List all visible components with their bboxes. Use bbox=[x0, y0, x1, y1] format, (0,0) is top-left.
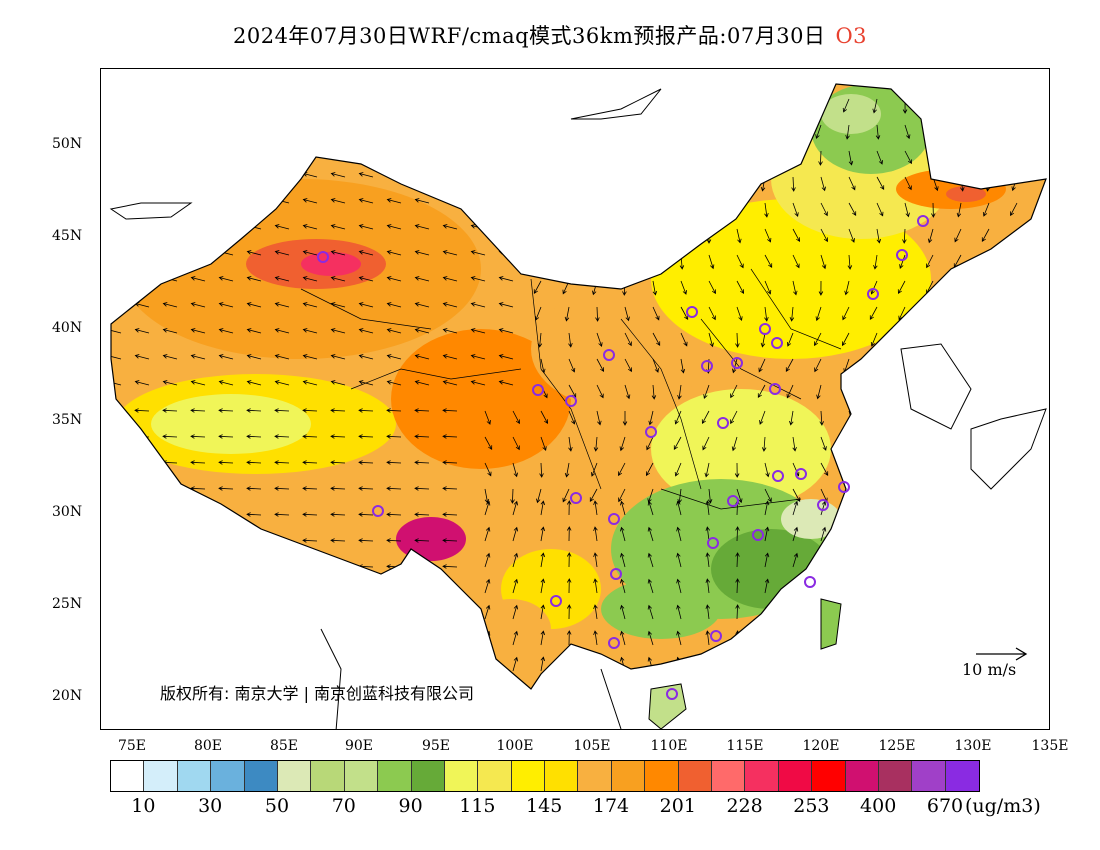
legend-tick-label: 30 bbox=[198, 795, 223, 817]
legend-tick-label: 400 bbox=[860, 795, 897, 817]
legend-color-swatch bbox=[144, 761, 178, 791]
lon-label: 95E bbox=[421, 738, 451, 754]
copyright-text: 版权所有: 南京大学 | 南京创蓝科技有限公司 bbox=[160, 684, 475, 703]
forecast-map bbox=[109, 83, 1047, 729]
pollutant-label: O3 bbox=[835, 24, 868, 48]
legend-color-swatch bbox=[878, 761, 913, 791]
legend-tick-label: 115 bbox=[459, 795, 496, 817]
legend-color-swatch bbox=[244, 761, 278, 791]
wind-scale-label: 10 m/s bbox=[962, 660, 1017, 679]
legend-color-swatch bbox=[578, 761, 612, 791]
legend-tick-label: 70 bbox=[331, 795, 356, 817]
legend-tick-label: 253 bbox=[793, 795, 830, 817]
legend-tick-label: 90 bbox=[398, 795, 423, 817]
legend-color-swatch bbox=[645, 761, 679, 791]
legend-color-swatch bbox=[611, 761, 646, 791]
lon-label: 120E bbox=[802, 738, 840, 754]
legend-color-swatch bbox=[678, 761, 713, 791]
legend-color-swatch bbox=[945, 761, 980, 791]
legend-color-swatch bbox=[912, 761, 946, 791]
lon-label: 75E bbox=[117, 738, 147, 754]
lon-label: 90E bbox=[344, 738, 374, 754]
title-text: 2024年07月30日WRF/cmaq模式36km预报产品:07月30日 bbox=[232, 24, 826, 48]
legend-color-swatch bbox=[812, 761, 846, 791]
lon-label: 125E bbox=[878, 738, 916, 754]
legend-color-swatch bbox=[177, 761, 212, 791]
map-frame bbox=[100, 68, 1050, 730]
legend-color-swatch bbox=[745, 761, 779, 791]
lat-label: 40N bbox=[52, 320, 83, 336]
map-title: 2024年07月30日WRF/cmaq模式36km预报产品:07月30日 O3 bbox=[0, 20, 1100, 50]
lat-label: 20N bbox=[52, 688, 83, 704]
legend-color-swatch bbox=[845, 761, 879, 791]
legend-color-swatch bbox=[478, 761, 512, 791]
lon-label: 115E bbox=[726, 738, 764, 754]
lat-label: 50N bbox=[52, 136, 83, 152]
lon-label: 135E bbox=[1031, 738, 1069, 754]
legend-tick-label: 50 bbox=[264, 795, 290, 817]
legend-color-swatch bbox=[211, 761, 245, 791]
legend-tick-label: 670 bbox=[926, 795, 964, 817]
lon-label: 105E bbox=[573, 738, 611, 754]
lon-label: 80E bbox=[193, 738, 223, 754]
color-legend bbox=[110, 760, 981, 792]
lat-label: 30N bbox=[52, 504, 83, 520]
lon-label: 130E bbox=[954, 738, 992, 754]
legend-color-swatch bbox=[311, 761, 345, 791]
legend-tick-label: 145 bbox=[526, 795, 563, 817]
legend-tick-label: 201 bbox=[659, 795, 696, 817]
lat-label: 25N bbox=[52, 596, 83, 612]
legend-color-swatch bbox=[411, 761, 445, 791]
lon-label: 85E bbox=[269, 738, 299, 754]
lon-label: 100E bbox=[496, 738, 534, 754]
legend-color-swatch bbox=[712, 761, 746, 791]
lon-label: 110E bbox=[650, 738, 688, 754]
legend-color-swatch bbox=[111, 761, 145, 791]
lat-label: 35N bbox=[52, 412, 83, 428]
legend-color-swatch bbox=[444, 761, 479, 791]
legend-color-swatch bbox=[545, 761, 579, 791]
legend-color-swatch bbox=[511, 761, 546, 791]
legend-tick-label: 10 bbox=[131, 795, 156, 817]
legend-tick-label: 174 bbox=[592, 795, 630, 817]
legend-color-swatch bbox=[344, 761, 379, 791]
legend-color-swatch bbox=[778, 761, 813, 791]
legend-color-swatch bbox=[277, 761, 312, 791]
legend-unit: (ug/m3) bbox=[965, 795, 1041, 817]
lat-label: 45N bbox=[52, 228, 83, 244]
legend-color-swatch bbox=[378, 761, 412, 791]
legend-tick-label: 228 bbox=[726, 795, 763, 817]
